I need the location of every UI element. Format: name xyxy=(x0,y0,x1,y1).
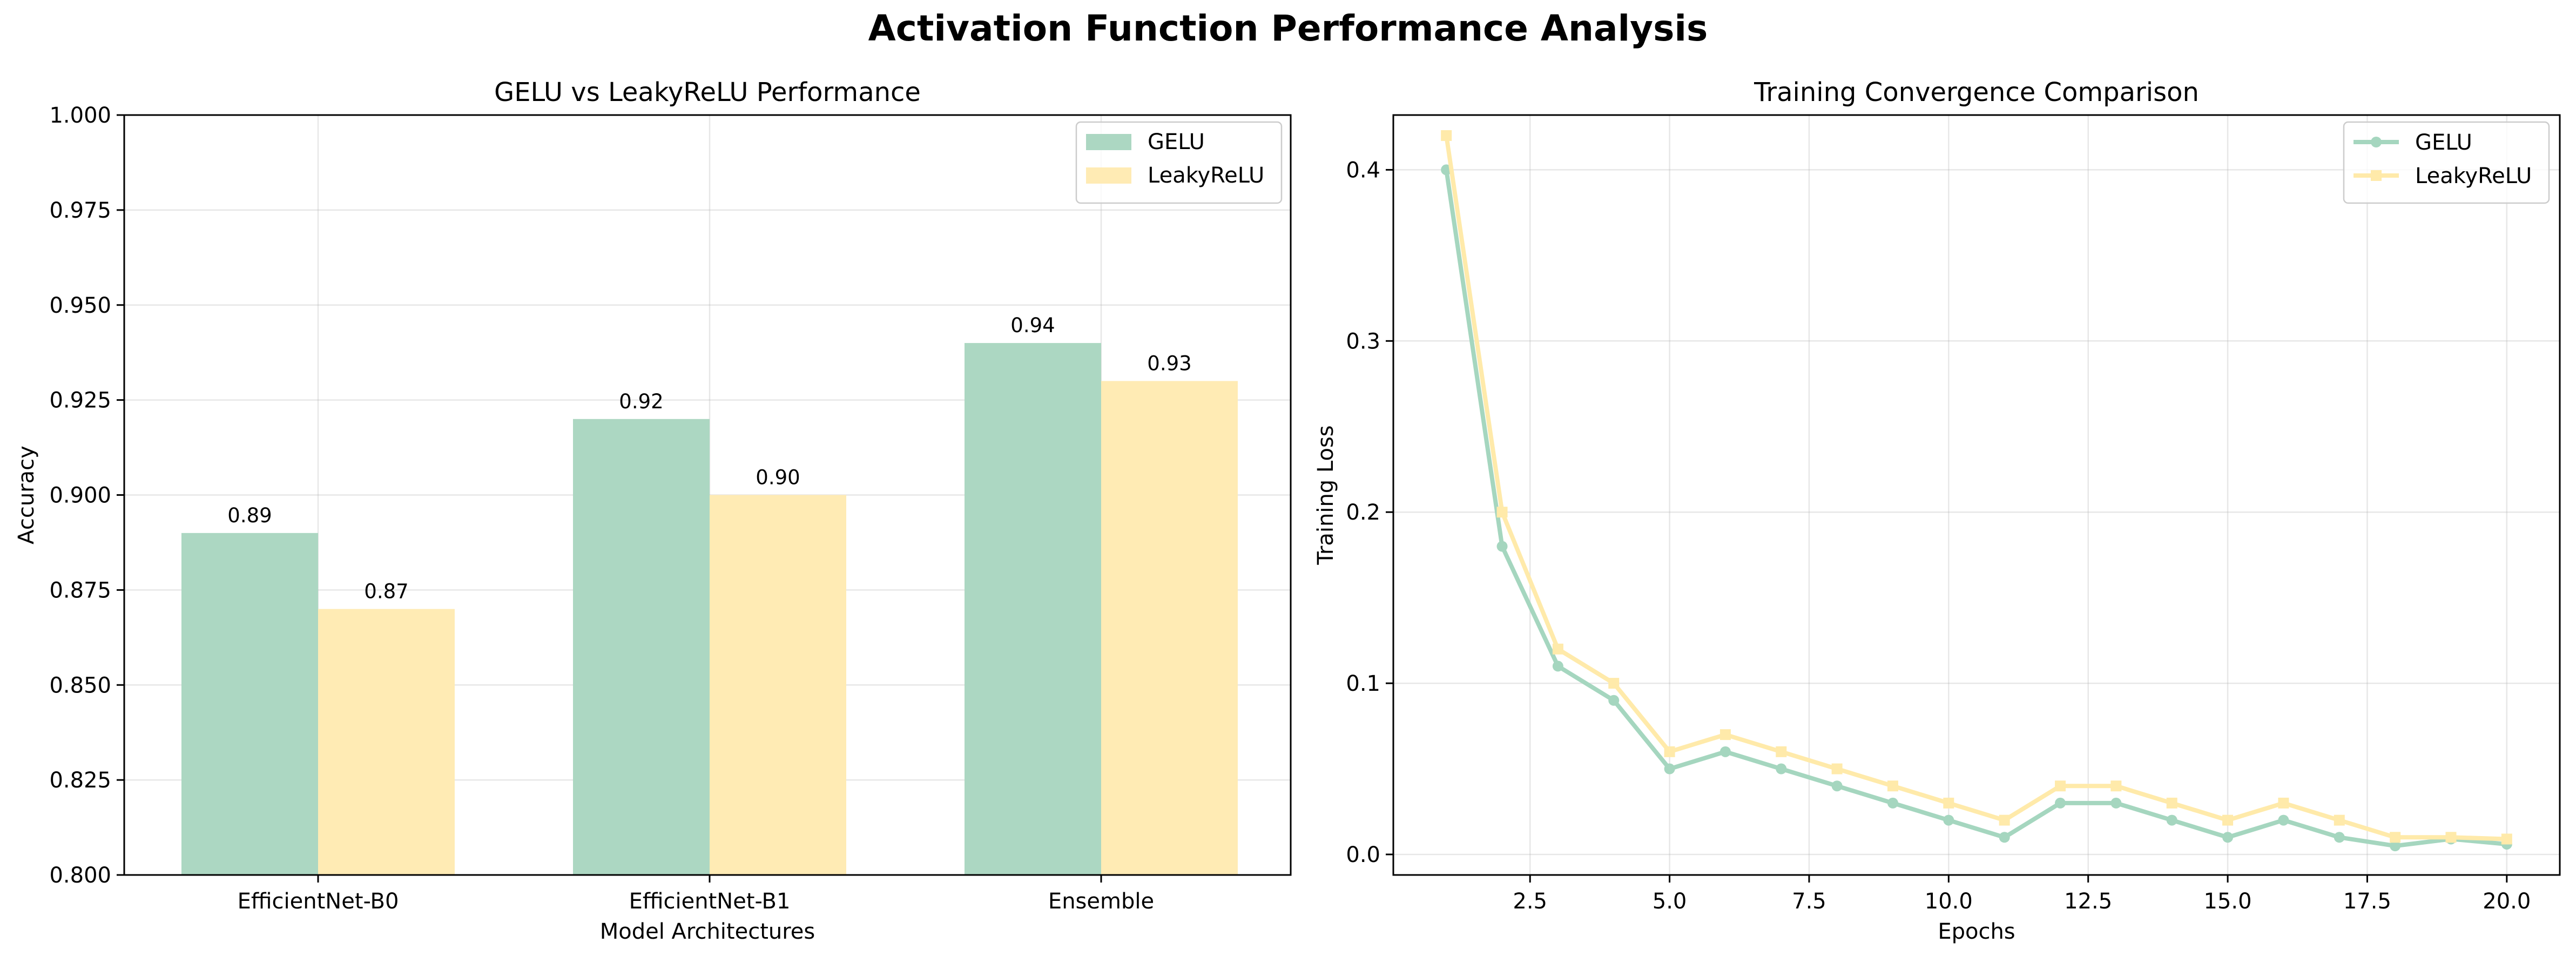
line-xtick-label: 2.5 xyxy=(1513,889,1547,914)
bar-legend-label: LeakyReLU xyxy=(1148,163,1264,188)
line-point-gelu xyxy=(1776,763,1787,775)
bar-xtick-label: EfficientNet-B0 xyxy=(238,889,399,914)
line-point-gelu xyxy=(2110,797,2122,809)
bar-gelu-0 xyxy=(181,533,318,875)
bar-legend-swatch-gelu xyxy=(1086,134,1131,150)
bar-gelu-2 xyxy=(965,343,1101,875)
bar-gelu-1 xyxy=(573,419,710,875)
bar-data-label: 0.90 xyxy=(756,466,800,489)
line-point-leakyrelu xyxy=(2166,797,2177,809)
line-point-leakyrelu xyxy=(1664,746,1675,757)
line-point-leakyrelu xyxy=(1776,746,1787,757)
bar-ytick-label: 0.975 xyxy=(49,198,111,223)
line-axes-frame xyxy=(1392,114,2561,876)
line-ytick-label: 0.2 xyxy=(1346,500,1380,525)
line-legend-marker-leakyrelu xyxy=(2371,170,2382,181)
line-point-gelu xyxy=(1719,746,1731,757)
line-point-leakyrelu xyxy=(1999,814,2010,826)
line-ytick-label: 0.0 xyxy=(1346,843,1380,867)
line-point-gelu xyxy=(1887,797,1898,809)
bar-leakyrelu-0 xyxy=(318,609,455,875)
bar-leakyrelu-1 xyxy=(710,495,846,875)
line-point-leakyrelu xyxy=(2390,832,2401,843)
line-point-leakyrelu xyxy=(2110,780,2122,792)
line-xtick-label: 5.0 xyxy=(1653,889,1687,914)
line-point-leakyrelu xyxy=(1831,763,1843,775)
bar-legend-swatch-leakyrelu xyxy=(1086,167,1131,184)
line-y-axis-label: Training Loss xyxy=(1313,425,1338,565)
line-series-gelu xyxy=(1444,167,2509,848)
line-xtick-label: 20.0 xyxy=(2483,889,2531,914)
line-point-gelu xyxy=(1831,780,1843,792)
line-point-gelu xyxy=(1664,763,1675,775)
line-point-leakyrelu xyxy=(1719,729,1731,740)
line-xtick-label: 15.0 xyxy=(2204,889,2252,914)
line-point-leakyrelu xyxy=(1887,780,1898,792)
line-x-axis-label: Epochs xyxy=(1938,919,2015,944)
bar-ytick-label: 0.850 xyxy=(49,673,111,698)
bar-data-label: 0.87 xyxy=(364,580,408,603)
line-point-gelu xyxy=(1552,661,1563,672)
line-xtick-label: 7.5 xyxy=(1792,889,1826,914)
bar-legend-label: GELU xyxy=(1148,130,1205,154)
line-xtick-label: 17.5 xyxy=(2343,889,2391,914)
bar-xtick-label: EfficientNet-B1 xyxy=(629,889,791,914)
bar-ytick-label: 1.000 xyxy=(49,103,111,128)
line-point-gelu xyxy=(2334,832,2345,843)
line-point-leakyrelu xyxy=(2445,832,2457,843)
figure-title: Activation Function Performance Analysis xyxy=(868,8,1708,49)
bar-ytick-label: 0.800 xyxy=(49,863,111,888)
line-ytick-label: 0.1 xyxy=(1346,671,1380,696)
line-point-gelu xyxy=(2055,797,2066,809)
bar-y-axis-label: Accuracy xyxy=(14,446,39,544)
line-chart-title: Training Convergence Comparison xyxy=(1754,77,2199,107)
line-point-leakyrelu xyxy=(1943,797,1954,809)
bar-x-axis-label: Model Architectures xyxy=(600,919,815,944)
bar-ytick-label: 0.825 xyxy=(49,768,111,793)
line-ytick-label: 0.4 xyxy=(1346,158,1380,183)
line-xtick-label: 12.5 xyxy=(2064,889,2112,914)
line-point-gelu xyxy=(2390,840,2401,852)
line-series-leakyrelu xyxy=(1444,133,2509,841)
line-point-gelu xyxy=(1943,814,1954,826)
line-legend-label: GELU xyxy=(2415,130,2472,155)
line-point-gelu xyxy=(1608,695,1620,706)
line-point-leakyrelu xyxy=(2278,797,2289,809)
line-point-leakyrelu xyxy=(2055,780,2066,792)
bar-leakyrelu-2 xyxy=(1101,381,1238,875)
line-point-leakyrelu xyxy=(1608,678,1620,689)
bar-ytick-label: 0.900 xyxy=(49,483,111,508)
line-point-leakyrelu xyxy=(2222,814,2234,826)
bar-ytick-label: 0.875 xyxy=(49,578,111,603)
bar-data-label: 0.89 xyxy=(227,504,272,527)
bar-data-label: 0.93 xyxy=(1147,352,1191,375)
line-point-gelu xyxy=(1496,541,1508,552)
line-ytick-label: 0.3 xyxy=(1346,329,1380,354)
line-point-gelu xyxy=(1999,832,2010,843)
line-point-leakyrelu xyxy=(1496,507,1508,518)
line-point-leakyrelu xyxy=(2334,814,2345,826)
line-point-leakyrelu xyxy=(1552,643,1563,655)
bar-chart-title: GELU vs LeakyReLU Performance xyxy=(494,77,921,107)
line-point-leakyrelu xyxy=(2501,833,2512,845)
line-point-leakyrelu xyxy=(1441,130,1452,142)
line-legend-label: LeakyReLU xyxy=(2415,164,2532,188)
bar-data-label: 0.94 xyxy=(1010,314,1055,337)
line-legend-marker-gelu xyxy=(2371,137,2382,147)
line-point-gelu xyxy=(2166,814,2177,826)
bar-xtick-label: Ensemble xyxy=(1048,889,1154,914)
line-point-gelu xyxy=(2278,814,2289,826)
line-xtick-label: 10.0 xyxy=(1925,889,1973,914)
bar-ytick-label: 0.950 xyxy=(49,293,111,318)
bar-data-label: 0.92 xyxy=(619,390,663,413)
line-point-gelu xyxy=(2222,832,2234,843)
bar-ytick-label: 0.925 xyxy=(49,388,111,413)
